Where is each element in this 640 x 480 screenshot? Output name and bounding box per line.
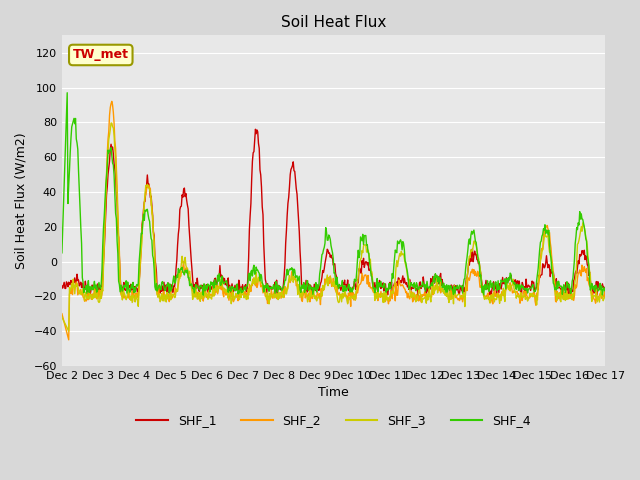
SHF_3 bbox=[401, 260, 409, 266]
SHF_1 bbox=[124, 284, 132, 289]
SHF_1 bbox=[208, 284, 216, 290]
SHF_3 bbox=[602, 293, 609, 299]
SHF_4 bbox=[209, 279, 217, 285]
SHF_3 bbox=[180, 259, 188, 265]
Line: SHF_2: SHF_2 bbox=[62, 101, 605, 340]
SHF_1 bbox=[58, 283, 66, 289]
Title: Soil Heat Flux: Soil Heat Flux bbox=[281, 15, 387, 30]
SHF_2 bbox=[68, 292, 76, 298]
SHF_3 bbox=[68, 285, 76, 291]
SHF_3 bbox=[58, 314, 66, 320]
SHF_4 bbox=[68, 121, 76, 127]
Y-axis label: Soil Heat Flux (W/m2): Soil Heat Flux (W/m2) bbox=[15, 132, 28, 269]
SHF_2 bbox=[602, 293, 609, 299]
SHF_3 bbox=[125, 288, 133, 294]
SHF_4 bbox=[125, 284, 132, 290]
SHF_4 bbox=[602, 285, 609, 290]
SHF_3 bbox=[417, 292, 425, 298]
SHF_2 bbox=[180, 269, 188, 275]
SHF_2 bbox=[125, 289, 133, 295]
Legend: SHF_1, SHF_2, SHF_3, SHF_4: SHF_1, SHF_2, SHF_3, SHF_4 bbox=[131, 409, 536, 432]
SHF_1 bbox=[417, 279, 424, 285]
Line: SHF_1: SHF_1 bbox=[62, 129, 605, 297]
SHF_4 bbox=[417, 284, 425, 290]
SHF_1 bbox=[563, 294, 571, 300]
SHF_2 bbox=[401, 287, 409, 292]
SHF_1 bbox=[68, 284, 76, 290]
Line: SHF_4: SHF_4 bbox=[62, 93, 605, 295]
SHF_2 bbox=[65, 337, 72, 343]
SHF_2 bbox=[209, 290, 217, 296]
SHF_3 bbox=[108, 120, 115, 126]
SHF_4 bbox=[58, 250, 66, 256]
SHF_4 bbox=[200, 292, 207, 298]
Line: SHF_3: SHF_3 bbox=[62, 123, 605, 331]
SHF_4 bbox=[180, 270, 188, 276]
SHF_4 bbox=[401, 258, 409, 264]
SHF_3 bbox=[209, 284, 217, 289]
X-axis label: Time: Time bbox=[318, 386, 349, 399]
SHF_3 bbox=[65, 328, 72, 334]
SHF_2 bbox=[417, 299, 425, 305]
SHF_1 bbox=[179, 194, 187, 200]
SHF_1 bbox=[252, 126, 259, 132]
SHF_2 bbox=[108, 98, 116, 104]
Text: TW_met: TW_met bbox=[73, 48, 129, 61]
SHF_1 bbox=[401, 276, 408, 281]
SHF_1 bbox=[602, 285, 609, 290]
SHF_2 bbox=[58, 311, 66, 317]
SHF_4 bbox=[63, 90, 71, 96]
